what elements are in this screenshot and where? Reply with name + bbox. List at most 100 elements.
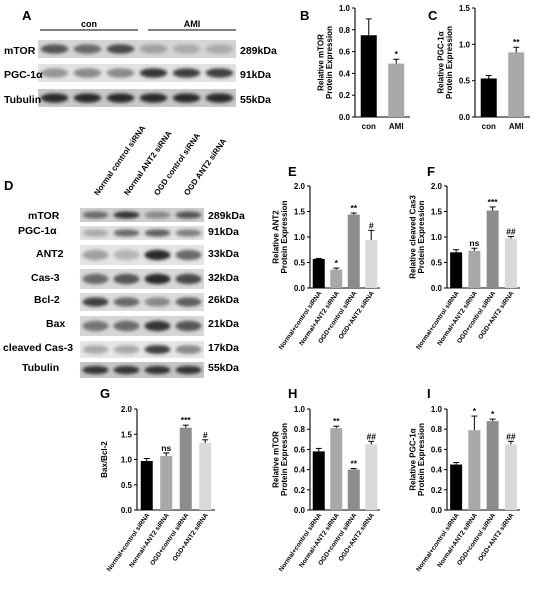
- chart-f-sig-label: ns: [469, 238, 479, 248]
- blot-d-strip-4: [80, 293, 204, 311]
- blot-d-band: [144, 320, 171, 332]
- panel-d: D Normal control siRNA Normal ANT2 siRNA…: [3, 124, 245, 378]
- blot-d-strip-7: [80, 362, 204, 378]
- chart-h-bar-2: [330, 428, 343, 510]
- blot-d-strip-bg: [80, 293, 204, 311]
- chart-i-sig-label: *: [491, 409, 495, 419]
- group-ami-label: AMI: [184, 19, 201, 29]
- blot-d-band: [113, 365, 140, 375]
- chart-i-y-label: Relative PGC-1αProtein Expression: [408, 423, 426, 496]
- blot-d-strip-bg: [80, 269, 204, 289]
- blot-d-band: [82, 320, 109, 332]
- chart-b: 0.0 0.2 0.4 0.6 0.8 1.0 Relative mTORProtein E…: [316, 4, 410, 131]
- chart-h-y-tick-label: 1.0: [294, 405, 306, 414]
- chart-g-y-tick-label: 0.0: [121, 506, 133, 515]
- blot-d-band: [144, 211, 171, 219]
- blot-d-strip-0: [80, 208, 204, 222]
- chart-h-sig-label: **: [333, 416, 340, 426]
- blot-d-label-ant2: ANT2: [36, 248, 64, 260]
- chart-i-sig-label: *: [473, 406, 477, 416]
- chart-b-y-tick-label: 0.4: [339, 69, 351, 78]
- blot-a-size-tubulin: 55kDa: [240, 94, 271, 106]
- blot-d-band: [82, 273, 109, 285]
- chart-e-y-tick-label: 0.0: [294, 284, 306, 293]
- chart-g-bar-1: [140, 461, 153, 510]
- chart-i: 0.0 0.2 0.4 0.6 0.8 1.0 Relative PGC-1αProtein…: [408, 405, 520, 573]
- blot-d-strip-1: [80, 226, 204, 240]
- lane-label-normal-control: Normal control siRNA: [92, 124, 147, 197]
- chart-c-sig-label: **: [513, 37, 520, 47]
- blot-d-label-tubulin: Tubulin: [22, 362, 59, 374]
- blot-a-band: [139, 68, 168, 78]
- chart-i-bar-3: [486, 421, 499, 510]
- blot-a-band: [172, 68, 201, 78]
- chart-f-y-tick-label: 1.5: [431, 208, 443, 217]
- blot-d-size-mtor: 289kDa: [208, 210, 245, 222]
- blot-d-band: [175, 249, 202, 261]
- chart-e-bar-4: [365, 240, 378, 288]
- blot-d-strip-bg: [80, 362, 204, 378]
- chart-b-y-tick-label: 1.0: [339, 4, 351, 13]
- blot-d-size-bax: 21kDa: [208, 318, 239, 330]
- panel-g-label: G: [100, 386, 110, 401]
- blot-d-band: [144, 249, 171, 261]
- chart-f: 0.0 0.5 1.0 1.5 2.0 Relative cleaved Cas3Prot…: [408, 182, 520, 351]
- chart-f-x-label: OGD+ANT2 siRNA: [477, 290, 516, 341]
- chart-f-y-tick-label: 1.0: [431, 233, 443, 242]
- blot-d-band: [144, 273, 171, 285]
- blot-d-band: [175, 365, 202, 375]
- blot-d-label-cleaved-cas3: cleaved Cas-3: [3, 342, 73, 354]
- chart-e-y-tick-label: 1.0: [294, 233, 306, 242]
- blot-d-label-bax: Bax: [46, 318, 65, 330]
- chart-c-x-label: con: [482, 122, 496, 131]
- blot-a-label-tubulin: Tubulin: [4, 94, 41, 106]
- chart-i-bar-1: [450, 464, 463, 510]
- chart-g-bar-4: [199, 442, 212, 510]
- blot-d-band: [175, 273, 202, 285]
- chart-g-y-label: Bax/Bcl-2: [100, 441, 109, 478]
- chart-g-y-tick-label: 0.5: [121, 481, 133, 490]
- chart-f-y-tick-label: 0.5: [431, 259, 443, 268]
- chart-c-bar-2: [508, 52, 525, 117]
- chart-c-x-label: AMI: [509, 122, 524, 131]
- chart-e-sig-label: **: [350, 203, 357, 213]
- chart-h-y-label: Relative mTORProtein Expression: [271, 423, 289, 496]
- chart-g-sig-label: #: [203, 430, 208, 440]
- chart-e-bar-2: [330, 269, 343, 288]
- blot-d-strip-bg: [80, 316, 204, 336]
- blot-d-size-cas3: 32kDa: [208, 272, 239, 284]
- blot-d-strip-bg: [80, 245, 204, 265]
- chart-g-bar-3: [179, 427, 192, 510]
- blot-a-band: [139, 44, 168, 54]
- panel-a-label: A: [22, 8, 32, 23]
- blot-a-band: [139, 93, 168, 103]
- blot-d-band: [82, 229, 109, 237]
- blot-d-label-pgc: PGC-1α: [18, 225, 57, 237]
- chart-f-y-tick-label: 2.0: [431, 182, 443, 191]
- chart-i-y-tick-label: 0.8: [431, 425, 443, 434]
- chart-g-sig-label: ***: [181, 415, 192, 425]
- chart-h-bar-1: [312, 451, 325, 510]
- blot-a-label-pgc: PGC-1α: [4, 69, 43, 81]
- chart-e-bar-3: [347, 214, 360, 288]
- blot-d-band: [144, 297, 171, 307]
- chart-g-y-tick-label: 1.5: [121, 430, 133, 439]
- blot-a-band: [106, 44, 135, 54]
- chart-b-y-label: Relative mTORProtein Expression: [316, 26, 334, 99]
- blot-d-strip-bg: [80, 341, 204, 358]
- chart-e-y-tick-label: 1.5: [294, 208, 306, 217]
- blot-d-band: [144, 365, 171, 375]
- chart-b-y-tick-label: 0.2: [339, 91, 351, 100]
- chart-h-bar-4: [365, 444, 378, 510]
- blot-d-band: [113, 249, 140, 261]
- chart-b-y-tick-label: 0.6: [339, 48, 351, 57]
- blot-a-band: [40, 93, 69, 103]
- chart-f-y-label: Relative cleaved Cas3Protein Expression: [408, 195, 426, 279]
- blot-d-label-bcl2: Bcl-2: [34, 294, 60, 306]
- chart-e-y-tick-label: 2.0: [294, 182, 306, 191]
- blot-a-strip-1: [38, 64, 236, 82]
- blot-d-band: [82, 365, 109, 375]
- blot-d-band: [175, 297, 202, 307]
- blot-d-band: [175, 229, 202, 237]
